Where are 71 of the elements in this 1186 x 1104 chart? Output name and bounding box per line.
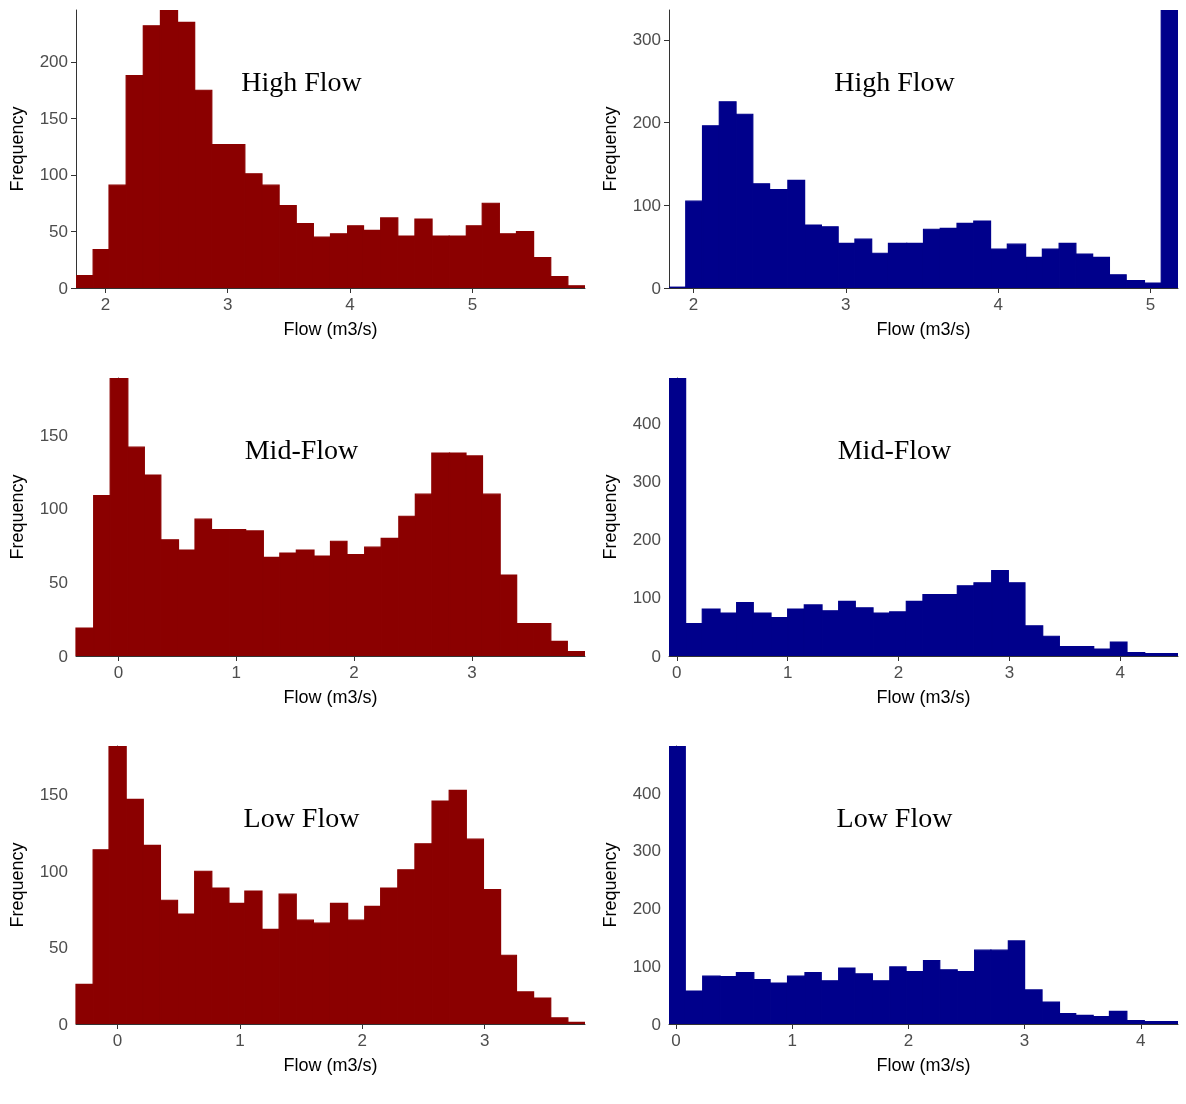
x-tick-label: 5 (467, 295, 478, 314)
x-tick-label: 2 (688, 295, 699, 314)
y-tick-label: 0 (651, 646, 661, 666)
x-tick-label: 3 (1019, 1031, 1030, 1050)
x-tick-label: 4 (993, 295, 1003, 314)
text: Low Flow (243, 801, 361, 833)
x-tick-label: 3 (479, 1031, 490, 1050)
text: High Flow (834, 65, 956, 97)
x-axis-title: Flow (m3/s) (283, 1055, 378, 1075)
y-tick-label: 150 (39, 108, 68, 128)
x-tick-label: 3 (222, 295, 233, 314)
x-tick-label: 2 (349, 663, 359, 682)
x-tick-label: 4 (1136, 1031, 1146, 1050)
y-axis-title: Frequency (7, 842, 27, 928)
x-tick-label: 3 (841, 295, 851, 314)
y-axis-title: Frequency (7, 474, 27, 560)
y-tick-label: 50 (49, 938, 68, 958)
y-tick-label: 400 (632, 783, 661, 803)
y-tick-label: 200 (632, 899, 661, 919)
x-tick-label: 1 (235, 1031, 245, 1050)
y-tick-label: 150 (39, 785, 68, 805)
y-tick-label: 100 (39, 165, 68, 185)
x-tick-label: 0 (113, 663, 124, 682)
x-tick-label: 4 (345, 295, 355, 314)
x-axis-title: Flow (m3/s) (283, 319, 378, 339)
y-axis-title: Frequency (7, 106, 27, 192)
x-axis-title: Flow (m3/s) (876, 319, 971, 339)
x-tick-label: 3 (1004, 663, 1015, 682)
x-tick-label: 2 (357, 1031, 368, 1050)
x-tick-label: 4 (1115, 663, 1126, 682)
x-tick-label: 0 (112, 1031, 123, 1050)
y-tick-label: 0 (58, 278, 68, 298)
x-axis-title: Flow (m3/s) (876, 1055, 971, 1075)
x-tick-label: 2 (893, 663, 904, 682)
y-tick-label: 300 (632, 472, 661, 492)
y-tick-label: 0 (651, 278, 661, 298)
y-tick-label: 50 (49, 572, 68, 592)
x-axis-title: Flow (m3/s) (283, 687, 378, 707)
text: Mid-Flow (244, 433, 360, 465)
y-tick-label: 100 (39, 861, 68, 881)
y-tick-label: 100 (39, 499, 68, 519)
y-tick-label: 0 (58, 646, 68, 666)
x-tick-label: 5 (1145, 295, 1156, 314)
x-tick-label: 2 (903, 1031, 914, 1050)
x-tick-label: 3 (467, 663, 477, 682)
text: Mid-Flow (837, 433, 953, 465)
y-tick-label: 0 (58, 1014, 68, 1034)
y-tick-label: 300 (632, 30, 661, 50)
y-tick-label: 400 (632, 414, 661, 434)
x-tick-label: 2 (100, 295, 111, 314)
y-tick-label: 200 (39, 52, 68, 72)
y-tick-label: 200 (632, 530, 661, 550)
y-tick-label: 100 (632, 588, 661, 608)
x-axis-title: Flow (m3/s) (876, 687, 971, 707)
text: Low Flow (836, 801, 954, 833)
y-tick-label: 100 (632, 195, 661, 215)
y-tick-label: 200 (632, 113, 661, 133)
y-tick-label: 150 (39, 425, 68, 445)
x-tick-label: 1 (787, 1031, 797, 1050)
y-tick-label: 0 (651, 1014, 661, 1034)
x-tick-label: 0 (671, 1031, 681, 1050)
y-axis-title: Frequency (600, 106, 620, 192)
y-axis-title: Frequency (600, 842, 620, 928)
y-tick-label: 100 (632, 956, 661, 976)
x-tick-label: 0 (672, 663, 682, 682)
text: High Flow (241, 65, 363, 97)
y-axis-title: Frequency (600, 474, 620, 560)
x-tick-label: 1 (782, 663, 793, 682)
y-tick-label: 50 (49, 222, 68, 241)
x-tick-label: 1 (231, 663, 241, 682)
y-tick-label: 300 (632, 841, 661, 861)
